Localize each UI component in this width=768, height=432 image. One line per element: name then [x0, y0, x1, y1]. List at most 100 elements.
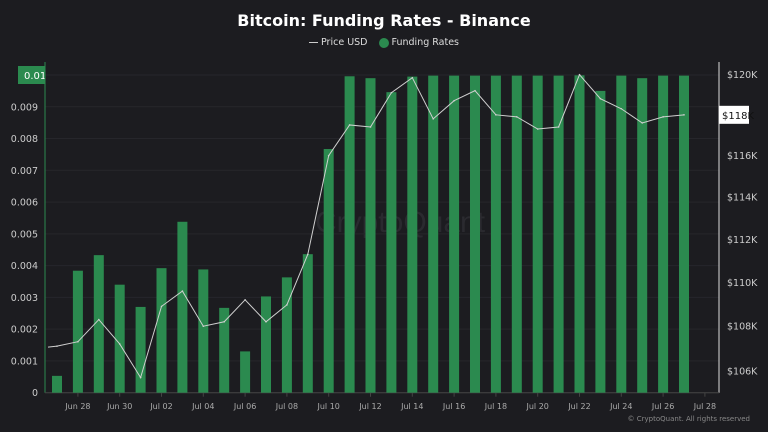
bar-funding-rate — [511, 75, 522, 393]
y-left-tick-label: 0.004 — [11, 261, 38, 272]
price-point — [265, 320, 267, 323]
legend-label-funding: Funding Rates — [391, 37, 459, 48]
bar-funding-rate — [240, 351, 251, 393]
price-point — [536, 128, 539, 130]
price-point — [56, 345, 58, 347]
price-point — [181, 290, 184, 292]
bar-funding-rate — [470, 75, 480, 393]
bar-funding-rate — [93, 255, 104, 393]
legend-item-price[interactable]: Price USD — [309, 37, 368, 48]
dot-swatch-icon — [378, 37, 389, 48]
price-point — [662, 116, 664, 118]
bar-funding-rate — [219, 307, 230, 393]
bar-funding-rate — [658, 75, 669, 393]
y-right-tick-label: $114K — [727, 193, 758, 204]
y-left-tick-label: 0.006 — [11, 198, 38, 209]
bar-funding-rate — [679, 75, 689, 393]
bar-funding-rate — [114, 284, 125, 393]
x-tick-label: Jul 28 — [693, 402, 716, 411]
bar-funding-rate — [616, 75, 627, 393]
bar-funding-rate — [407, 76, 418, 393]
bar-funding-rate — [574, 75, 585, 393]
price-point — [557, 126, 560, 128]
bar-funding-rate — [553, 75, 564, 393]
x-tick-label: Jul 24 — [609, 402, 632, 411]
y-right-tick-label: $120K — [727, 70, 758, 81]
bar-funding-rate — [177, 221, 188, 393]
x-tick-label: Jul 06 — [233, 402, 256, 411]
bar-funding-rate — [490, 75, 501, 393]
price-point — [411, 76, 414, 79]
price-point — [432, 118, 435, 120]
y-right-tick-label: $112K — [727, 235, 758, 246]
bar-funding-rate — [637, 78, 648, 393]
price-point — [160, 305, 163, 308]
x-tick-label: Jun 30 — [106, 402, 132, 411]
y-left-tick-label: 0.003 — [11, 293, 38, 304]
y-left-tick-label: 0.001 — [11, 356, 38, 367]
x-tick-label: Jul 12 — [358, 402, 381, 411]
price-point — [139, 376, 142, 379]
price-point — [244, 299, 246, 301]
legend-label-price: Price USD — [321, 37, 368, 48]
price-point — [327, 154, 330, 157]
bar-funding-rate — [386, 92, 397, 393]
bar-funding-rate — [156, 268, 167, 393]
bar-funding-rate — [532, 75, 543, 393]
price-point — [98, 318, 100, 321]
x-tick-label: Jul 16 — [442, 402, 465, 411]
bar-funding-rate — [72, 270, 83, 393]
line-swatch-icon — [309, 42, 318, 43]
y-left-tick-label: 0.007 — [11, 166, 38, 177]
chart-title: Bitcoin: Funding Rates - Binance — [237, 11, 531, 30]
y-right-tick-label: $106K — [727, 366, 758, 377]
bar-funding-rate — [428, 75, 439, 393]
bar-funding-rate — [323, 149, 334, 393]
x-tick-label: Jul 10 — [317, 402, 340, 411]
legend-item-funding[interactable]: Funding Rates — [378, 37, 459, 48]
bar-funding-rate — [261, 296, 271, 393]
bar-funding-rate — [365, 78, 376, 393]
bar-funding-rate — [52, 375, 62, 393]
legend: Price USD Funding Rates — [0, 37, 768, 48]
x-tick-label: Jul 22 — [567, 402, 590, 411]
bar-funding-rate — [135, 306, 146, 393]
price-point — [495, 114, 497, 116]
y-left-tick-label: 0.002 — [11, 325, 38, 336]
bar-funding-rate — [198, 269, 209, 393]
price-point — [307, 253, 309, 256]
price-point — [202, 325, 205, 327]
copyright-footer: © CryptoQuant. All rights reserved — [627, 415, 750, 423]
price-point — [683, 114, 685, 116]
price-point — [369, 126, 372, 128]
price-line — [47, 73, 685, 379]
x-tick-label: Jul 20 — [526, 402, 549, 411]
price-point — [453, 99, 455, 102]
price-point — [223, 320, 225, 323]
price-point — [474, 89, 476, 92]
y-left-tick-label: 0.01 — [24, 71, 46, 82]
x-tick-label: Jul 14 — [400, 402, 423, 411]
y-right-tick-label: $118K — [722, 111, 754, 122]
price-point — [620, 107, 623, 110]
price-point — [77, 340, 79, 343]
price-point — [578, 73, 581, 76]
y-left-tick-label: 0.008 — [11, 134, 38, 145]
bar-funding-rate — [302, 254, 313, 393]
bar-funding-rate — [281, 277, 292, 393]
price-point — [599, 97, 602, 100]
bar-funding-rate — [449, 75, 460, 393]
y-right-tick-label: $108K — [727, 322, 758, 333]
highlight-label-bg — [719, 105, 749, 124]
highlight-label-bg — [18, 66, 45, 84]
x-tick-label: Jul 26 — [651, 402, 674, 411]
x-tick-label: Jul 08 — [275, 402, 298, 411]
y-right-tick-label: $110K — [727, 278, 758, 289]
price-point — [641, 122, 643, 124]
price-point — [286, 304, 288, 306]
bar-funding-rate — [344, 76, 355, 393]
price-point — [348, 124, 351, 126]
price-point — [390, 91, 393, 94]
y-right-tick-label: $116K — [727, 151, 758, 162]
